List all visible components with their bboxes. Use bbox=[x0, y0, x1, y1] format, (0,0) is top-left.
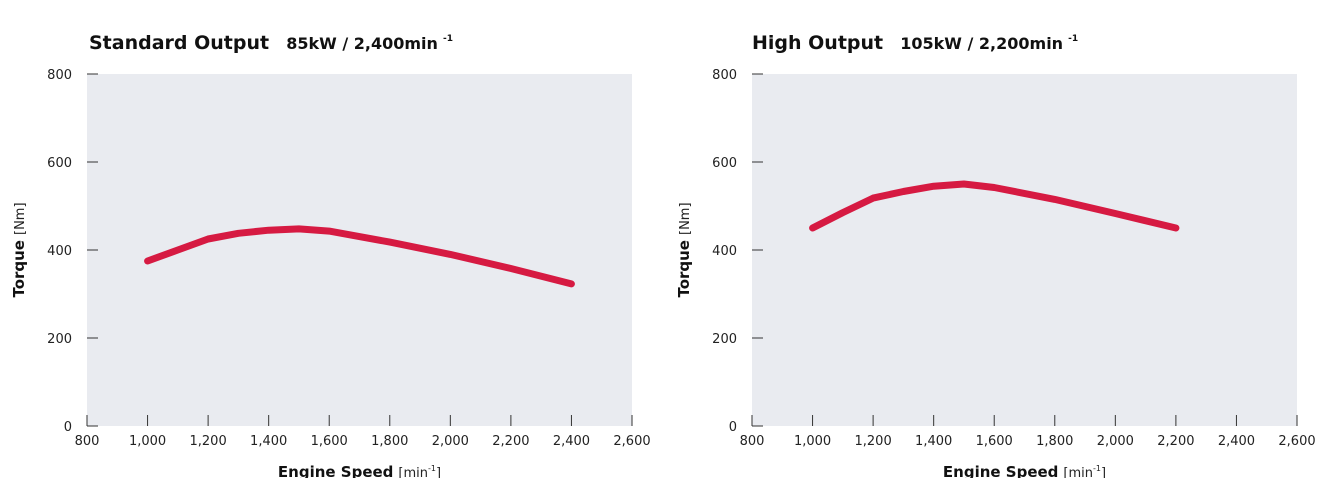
chart-title-main: Standard Output bbox=[89, 32, 269, 54]
chart-high-output: High Output 105kW / 2,200min -1 0 200 400 6… bbox=[675, 32, 1316, 478]
x-tick-label: 1,600 bbox=[311, 434, 348, 449]
x-tick-label: 2,000 bbox=[432, 434, 469, 449]
y-axis-unit: [Nm] bbox=[678, 202, 693, 235]
x-axis-unit-close: ] bbox=[436, 466, 441, 478]
x-tick-label: 1,000 bbox=[129, 434, 166, 449]
y-tick-label: 200 bbox=[47, 332, 72, 347]
chart-subtitle-sup: -1 bbox=[1068, 34, 1078, 44]
chart-title: High Output 105kW / 2,200min -1 bbox=[752, 32, 1078, 54]
y-tick-label: 600 bbox=[712, 156, 737, 171]
x-tick-label: 2,400 bbox=[553, 434, 590, 449]
x-tick-label: 1,800 bbox=[1036, 434, 1073, 449]
y-tick-label: 0 bbox=[729, 420, 737, 435]
x-tick-label: 1,200 bbox=[855, 434, 892, 449]
y-tick-label: 0 bbox=[64, 420, 72, 435]
x-axis-label: Engine Speed bbox=[278, 463, 394, 478]
chart-subtitle: 85kW / 2,400min bbox=[286, 34, 438, 53]
x-axis-title: Engine Speed [min-1] bbox=[278, 463, 441, 478]
y-tick-label: 800 bbox=[712, 68, 737, 83]
chart-title-main: High Output bbox=[752, 32, 883, 54]
y-tick-label: 800 bbox=[47, 68, 72, 83]
x-tick-label: 1,800 bbox=[371, 434, 408, 449]
y-axis-label: Torque bbox=[675, 240, 693, 298]
torque-curve bbox=[144, 225, 575, 288]
y-tick-label: 400 bbox=[712, 244, 737, 259]
x-axis-unit-sup: -1 bbox=[428, 464, 436, 473]
y-tick-label: 400 bbox=[47, 244, 72, 259]
x-tick-label: 2,600 bbox=[613, 434, 650, 449]
chart-subtitle: 105kW / 2,200min bbox=[900, 34, 1063, 53]
y-axis-label: Torque bbox=[10, 240, 28, 298]
plot-area bbox=[752, 74, 1297, 426]
x-axis-unit: [min bbox=[398, 466, 428, 478]
y-axis-unit: [Nm] bbox=[13, 202, 28, 235]
chart-subtitle-sup: -1 bbox=[443, 34, 453, 44]
x-axis-title: Engine Speed [min-1] bbox=[943, 463, 1106, 478]
y-tick-label: 200 bbox=[712, 332, 737, 347]
x-axis-unit: [min bbox=[1063, 466, 1093, 478]
chart-title: Standard Output 85kW / 2,400min -1 bbox=[89, 32, 453, 54]
y-tick-label: 600 bbox=[47, 156, 72, 171]
x-tick-label: 800 bbox=[740, 434, 765, 449]
x-axis-unit-close: ] bbox=[1101, 466, 1106, 478]
x-tick-label: 1,000 bbox=[794, 434, 831, 449]
x-tick-label: 2,200 bbox=[1157, 434, 1194, 449]
y-axis-title: Torque [Nm] bbox=[10, 202, 28, 297]
x-tick-label: 1,400 bbox=[250, 434, 287, 449]
x-tick-label: 800 bbox=[75, 434, 100, 449]
chart-standard-output: Standard Output 85kW / 2,400min -1 0 200 4… bbox=[10, 32, 651, 478]
x-tick-label: 2,400 bbox=[1218, 434, 1255, 449]
x-tick-label: 2,000 bbox=[1097, 434, 1134, 449]
x-tick-label: 1,400 bbox=[915, 434, 952, 449]
x-tick-label: 2,600 bbox=[1278, 434, 1315, 449]
x-tick-label: 2,200 bbox=[492, 434, 529, 449]
x-tick-label: 1,600 bbox=[976, 434, 1013, 449]
y-axis-title: Torque [Nm] bbox=[675, 202, 693, 297]
x-axis-unit-sup: -1 bbox=[1093, 464, 1101, 473]
torque-curve bbox=[809, 180, 1180, 232]
x-axis-label: Engine Speed bbox=[943, 463, 1059, 478]
x-tick-label: 1,200 bbox=[190, 434, 227, 449]
